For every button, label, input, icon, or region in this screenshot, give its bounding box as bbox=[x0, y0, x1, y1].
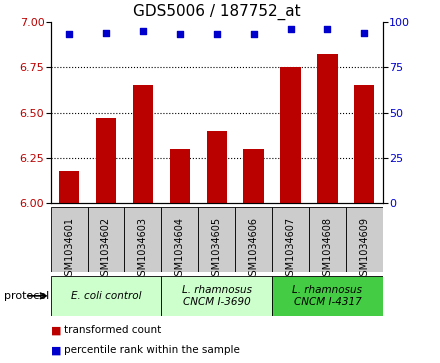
Point bbox=[361, 30, 368, 36]
Text: ■: ■ bbox=[51, 345, 61, 355]
Bar bbox=[354, 85, 374, 203]
Bar bbox=[272, 276, 383, 316]
Bar bbox=[59, 171, 79, 203]
Text: percentile rank within the sample: percentile rank within the sample bbox=[64, 345, 240, 355]
Bar bbox=[317, 54, 337, 203]
Text: GSM1034609: GSM1034609 bbox=[359, 217, 369, 282]
Text: GSM1034606: GSM1034606 bbox=[249, 217, 259, 282]
Text: E. coli control: E. coli control bbox=[71, 291, 141, 301]
Bar bbox=[346, 207, 383, 272]
Point bbox=[250, 32, 257, 37]
Bar bbox=[125, 207, 161, 272]
Point bbox=[176, 32, 183, 37]
Text: GSM1034603: GSM1034603 bbox=[138, 217, 148, 282]
Bar bbox=[309, 207, 346, 272]
Text: GSM1034608: GSM1034608 bbox=[323, 217, 333, 282]
Bar bbox=[51, 207, 88, 272]
Bar bbox=[235, 207, 272, 272]
Text: L. rhamnosus
CNCM I-3690: L. rhamnosus CNCM I-3690 bbox=[182, 285, 252, 307]
Bar bbox=[198, 207, 235, 272]
Bar bbox=[170, 149, 190, 203]
Text: GSM1034604: GSM1034604 bbox=[175, 217, 185, 282]
Point bbox=[139, 28, 147, 34]
Text: protocol: protocol bbox=[4, 291, 50, 301]
Title: GDS5006 / 187752_at: GDS5006 / 187752_at bbox=[133, 4, 301, 20]
Text: L. rhamnosus
CNCM I-4317: L. rhamnosus CNCM I-4317 bbox=[293, 285, 363, 307]
Bar bbox=[272, 207, 309, 272]
Point bbox=[324, 26, 331, 32]
Bar bbox=[51, 276, 161, 316]
Bar bbox=[206, 131, 227, 203]
Text: GSM1034605: GSM1034605 bbox=[212, 217, 222, 282]
Bar bbox=[88, 207, 125, 272]
Point bbox=[103, 30, 110, 36]
Bar bbox=[96, 118, 116, 203]
Text: GSM1034601: GSM1034601 bbox=[64, 217, 74, 282]
Bar bbox=[243, 149, 264, 203]
Text: transformed count: transformed count bbox=[64, 325, 161, 335]
Point bbox=[66, 32, 73, 37]
Bar bbox=[280, 67, 301, 203]
Point bbox=[213, 32, 220, 37]
Point bbox=[287, 26, 294, 32]
Bar bbox=[133, 85, 153, 203]
Bar bbox=[161, 207, 198, 272]
Text: GSM1034607: GSM1034607 bbox=[286, 217, 296, 282]
Text: ■: ■ bbox=[51, 325, 61, 335]
Text: GSM1034602: GSM1034602 bbox=[101, 217, 111, 282]
Bar bbox=[161, 276, 272, 316]
